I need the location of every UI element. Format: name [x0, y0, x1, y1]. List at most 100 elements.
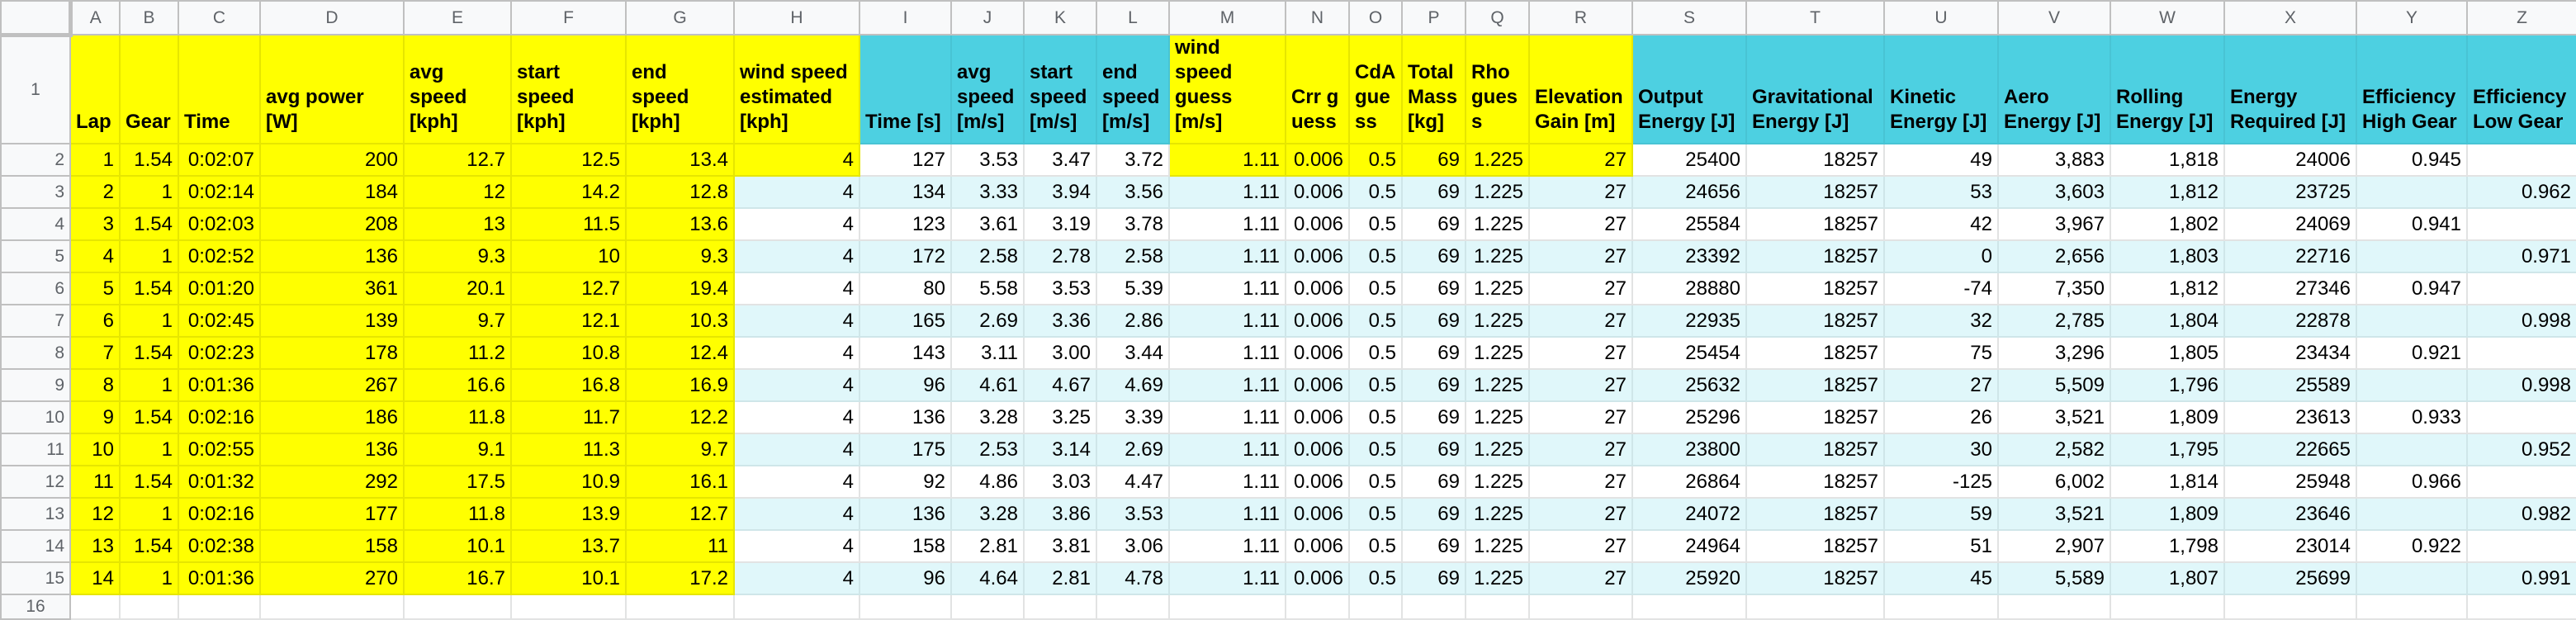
cell-b14[interactable]: 1.54 [119, 529, 179, 563]
header-cell-m[interactable]: wind speed guess [m/s] [1168, 34, 1286, 144]
cell-k8[interactable]: 3.00 [1023, 336, 1097, 370]
cell-p2[interactable]: 69 [1401, 143, 1466, 177]
cell-w12[interactable]: 1,814 [2110, 465, 2225, 499]
cell-j15[interactable]: 4.64 [950, 561, 1025, 595]
cell-b4[interactable]: 1.54 [119, 207, 179, 241]
cell-f16[interactable] [510, 594, 627, 620]
cell-i7[interactable]: 165 [859, 304, 952, 338]
cell-h7[interactable]: 4 [733, 304, 860, 338]
cell-d3[interactable]: 184 [259, 175, 405, 209]
cell-c2[interactable]: 0:02:07 [178, 143, 261, 177]
cell-u15[interactable]: 45 [1883, 561, 1999, 595]
cell-c6[interactable]: 0:01:20 [178, 272, 261, 305]
header-cell-k[interactable]: start speed [m/s] [1023, 34, 1097, 144]
cell-u10[interactable]: 26 [1883, 400, 1999, 434]
cell-h2[interactable]: 4 [733, 143, 860, 177]
cell-z6[interactable] [2466, 272, 2576, 305]
cell-l12[interactable]: 4.47 [1096, 465, 1170, 499]
cell-t7[interactable]: 18257 [1745, 304, 1885, 338]
cell-l4[interactable]: 3.78 [1096, 207, 1170, 241]
cell-l14[interactable]: 3.06 [1096, 529, 1170, 563]
cell-e9[interactable]: 16.6 [403, 368, 512, 402]
cell-e6[interactable]: 20.1 [403, 272, 512, 305]
cell-k2[interactable]: 3.47 [1023, 143, 1097, 177]
cell-j14[interactable]: 2.81 [950, 529, 1025, 563]
column-header-p[interactable]: P [1401, 0, 1466, 35]
row-header-4[interactable]: 4 [0, 207, 71, 241]
cell-i15[interactable]: 96 [859, 561, 952, 595]
cell-i11[interactable]: 175 [859, 433, 952, 466]
cell-f6[interactable]: 12.7 [510, 272, 627, 305]
cell-s14[interactable]: 24964 [1631, 529, 1747, 563]
cell-x13[interactable]: 23646 [2223, 497, 2357, 531]
cell-r6[interactable]: 27 [1528, 272, 1633, 305]
cell-a13[interactable]: 12 [69, 497, 121, 531]
column-header-h[interactable]: H [733, 0, 860, 35]
cell-q13[interactable]: 1.225 [1465, 497, 1530, 531]
cell-a11[interactable]: 10 [69, 433, 121, 466]
cell-z16[interactable] [2466, 594, 2576, 620]
cell-n16[interactable] [1285, 594, 1350, 620]
cell-b6[interactable]: 1.54 [119, 272, 179, 305]
cell-h6[interactable]: 4 [733, 272, 860, 305]
cell-c3[interactable]: 0:02:14 [178, 175, 261, 209]
row-header-15[interactable]: 15 [0, 561, 71, 595]
cell-n3[interactable]: 0.006 [1285, 175, 1350, 209]
header-cell-a[interactable]: Lap [69, 34, 121, 144]
cell-h10[interactable]: 4 [733, 400, 860, 434]
cell-o11[interactable]: 0.5 [1348, 433, 1403, 466]
cell-b9[interactable]: 1 [119, 368, 179, 402]
cell-q16[interactable] [1465, 594, 1530, 620]
cell-d12[interactable]: 292 [259, 465, 405, 499]
cell-d2[interactable]: 200 [259, 143, 405, 177]
cell-y5[interactable] [2356, 239, 2468, 273]
cell-w7[interactable]: 1,804 [2110, 304, 2225, 338]
header-cell-r[interactable]: Elevation Gain [m] [1528, 34, 1633, 144]
cell-b3[interactable]: 1 [119, 175, 179, 209]
cell-x8[interactable]: 23434 [2223, 336, 2357, 370]
cell-y10[interactable]: 0.933 [2356, 400, 2468, 434]
cell-t11[interactable]: 18257 [1745, 433, 1885, 466]
cell-s5[interactable]: 23392 [1631, 239, 1747, 273]
cell-o8[interactable]: 0.5 [1348, 336, 1403, 370]
cell-d16[interactable] [259, 594, 405, 620]
cell-j7[interactable]: 2.69 [950, 304, 1025, 338]
cell-p3[interactable]: 69 [1401, 175, 1466, 209]
cell-t10[interactable]: 18257 [1745, 400, 1885, 434]
cell-d15[interactable]: 270 [259, 561, 405, 595]
cell-h15[interactable]: 4 [733, 561, 860, 595]
cell-g14[interactable]: 11 [625, 529, 735, 563]
cell-u12[interactable]: -125 [1883, 465, 1999, 499]
column-header-y[interactable]: Y [2356, 0, 2468, 35]
row-header-8[interactable]: 8 [0, 336, 71, 370]
cell-f13[interactable]: 13.9 [510, 497, 627, 531]
cell-l9[interactable]: 4.69 [1096, 368, 1170, 402]
row-header-2[interactable]: 2 [0, 143, 71, 177]
cell-e2[interactable]: 12.7 [403, 143, 512, 177]
cell-n7[interactable]: 0.006 [1285, 304, 1350, 338]
cell-z13[interactable]: 0.982 [2466, 497, 2576, 531]
cell-l6[interactable]: 5.39 [1096, 272, 1170, 305]
cell-z12[interactable] [2466, 465, 2576, 499]
cell-f5[interactable]: 10 [510, 239, 627, 273]
cell-m16[interactable] [1168, 594, 1286, 620]
cell-z14[interactable] [2466, 529, 2576, 563]
cell-q6[interactable]: 1.225 [1465, 272, 1530, 305]
cell-m2[interactable]: 1.11 [1168, 143, 1286, 177]
header-cell-i[interactable]: Time [s] [859, 34, 952, 144]
cell-y2[interactable]: 0.945 [2356, 143, 2468, 177]
cell-n13[interactable]: 0.006 [1285, 497, 1350, 531]
cell-d11[interactable]: 136 [259, 433, 405, 466]
cell-y8[interactable]: 0.921 [2356, 336, 2468, 370]
row-header-7[interactable]: 7 [0, 304, 71, 338]
cell-d13[interactable]: 177 [259, 497, 405, 531]
cell-y11[interactable] [2356, 433, 2468, 466]
cell-q2[interactable]: 1.225 [1465, 143, 1530, 177]
cell-r9[interactable]: 27 [1528, 368, 1633, 402]
cell-u9[interactable]: 27 [1883, 368, 1999, 402]
cell-f7[interactable]: 12.1 [510, 304, 627, 338]
cell-x3[interactable]: 23725 [2223, 175, 2357, 209]
header-cell-u[interactable]: Kinetic Energy [J] [1883, 34, 1999, 144]
cell-g10[interactable]: 12.2 [625, 400, 735, 434]
column-header-d[interactable]: D [259, 0, 405, 35]
